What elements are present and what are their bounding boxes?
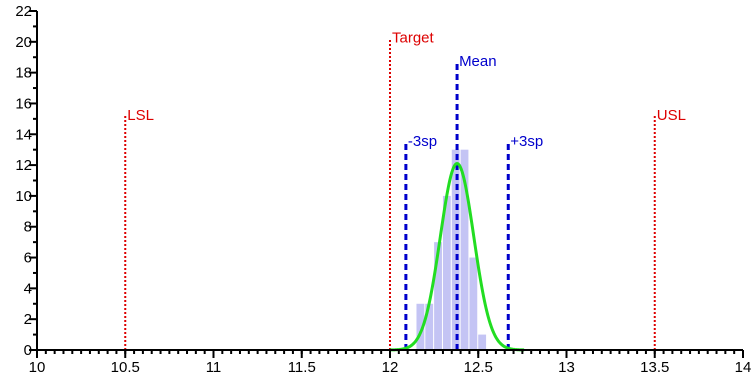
axes: 10 10.5 11 11.5 12 12.5 13 13.5 14 0 2 4 6 8 10 12 14 16 1… xyxy=(15,3,751,376)
histogram-bar-3 xyxy=(442,195,451,350)
reference-lines: LSL Target USL Mean -3sp +3sp xyxy=(124,30,686,350)
x-tick-label: 13 xyxy=(558,359,575,376)
refline-label-3sp: +3sp xyxy=(510,133,543,150)
y-tick-label: 8 xyxy=(24,219,32,236)
refline-label-lsl: LSL xyxy=(127,107,154,124)
refline-label-3sp: -3sp xyxy=(408,133,437,150)
histogram-bar-1 xyxy=(425,303,434,350)
y-tick-label: 14 xyxy=(15,126,32,143)
refline-label-target: Target xyxy=(392,30,435,47)
y-tick-label: 0 xyxy=(24,342,32,359)
x-tick-label: 10.5 xyxy=(111,359,140,376)
x-tick-label: 10 xyxy=(29,359,46,376)
histogram-bar-2 xyxy=(434,242,442,350)
y-tick-label: 12 xyxy=(15,157,32,174)
y-tick-label: 22 xyxy=(15,3,32,20)
x-tick-label: 11 xyxy=(206,359,222,376)
refline-label-mean: Mean xyxy=(459,53,497,70)
y-tick-label: 2 xyxy=(24,311,32,328)
histogram-bar-6 xyxy=(469,257,478,350)
histogram-bar-7 xyxy=(478,334,487,350)
x-tick-label: 14 xyxy=(735,359,752,376)
refline-label-usl: USL xyxy=(657,107,686,124)
x-tick-label: 12.5 xyxy=(464,359,493,376)
x-tick-label: 13.5 xyxy=(640,359,669,376)
y-tick-label: 16 xyxy=(15,95,32,112)
histogram-bar-0 xyxy=(416,303,425,350)
y-tick-label: 4 xyxy=(24,280,32,297)
y-tick-label: 10 xyxy=(15,188,32,205)
normal-curve-group xyxy=(389,162,525,352)
x-tick-label: 11.5 xyxy=(288,359,316,376)
x-tick-label: 12 xyxy=(382,359,399,376)
y-tick-label: 6 xyxy=(24,250,32,267)
histogram-bar-5 xyxy=(460,149,469,350)
normal-curve xyxy=(389,162,525,352)
y-tick-label: 18 xyxy=(15,65,32,82)
y-tick-label: 20 xyxy=(15,34,32,51)
